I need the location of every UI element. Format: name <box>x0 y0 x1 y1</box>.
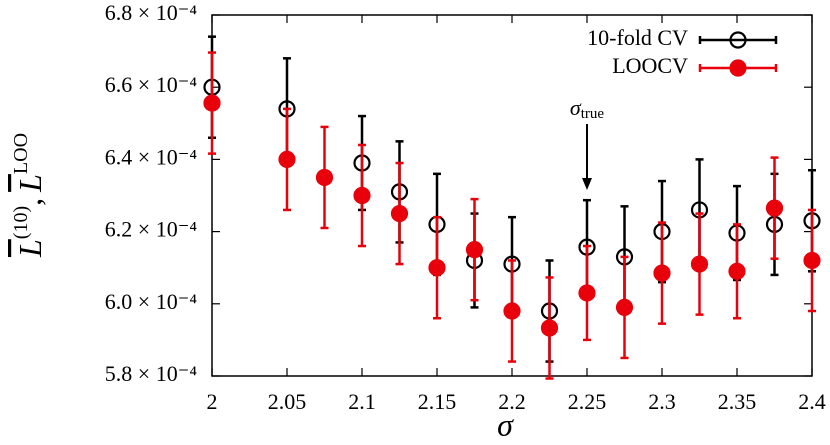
marker <box>690 255 709 273</box>
legend-sample <box>698 36 778 44</box>
marker <box>578 284 596 302</box>
marker <box>765 199 784 217</box>
annotation-arrowhead <box>582 178 592 190</box>
x-tick-label: 2.05 <box>268 389 307 414</box>
annotation: σtrue <box>570 95 605 122</box>
x-tick-label: 2.35 <box>718 389 757 414</box>
marker <box>729 59 747 77</box>
x-tick-label: 2 <box>207 389 218 414</box>
y-tick-label: 6.0 × 10⁻⁴ <box>105 289 198 314</box>
marker <box>203 94 221 112</box>
y-label-sep: , <box>12 198 48 206</box>
annotation-symbol: σ <box>570 95 582 120</box>
marker <box>803 251 821 270</box>
marker <box>465 241 484 259</box>
y-label-sup: LOO <box>10 133 32 174</box>
x-tick-label: 2.15 <box>418 389 457 414</box>
legend-label: LOOCV <box>612 53 688 78</box>
annotation-sub: true <box>581 106 605 122</box>
marker <box>353 186 371 205</box>
y-label-part: L <box>12 174 48 193</box>
y-label-part: L <box>12 239 48 258</box>
x-tick-label: 2.2 <box>498 389 526 414</box>
y-tick-label: 6.2 × 10⁻⁴ <box>105 217 198 242</box>
marker <box>653 264 671 282</box>
marker <box>278 150 296 168</box>
y-tick-label: 6.8 × 10⁻⁴ <box>105 0 198 25</box>
y-tick-label: 6.6 × 10⁻⁴ <box>105 72 198 97</box>
marker <box>390 204 409 223</box>
y-tick-label: 6.4 × 10⁻⁴ <box>105 144 198 169</box>
marker <box>503 302 521 320</box>
marker <box>428 259 446 277</box>
legend-label: 10-fold CV <box>587 25 688 50</box>
x-tick-label: 2.25 <box>568 389 607 414</box>
y-label-sup: (10) <box>10 206 32 239</box>
y-tick-label: 5.8 × 10⁻⁴ <box>105 361 198 386</box>
y-axis-label: L(10),LLOO <box>10 133 49 258</box>
x-tick-label: 2.3 <box>648 389 676 414</box>
marker <box>315 168 334 187</box>
marker <box>540 319 559 337</box>
x-tick-label: 2.4 <box>798 389 826 414</box>
marker <box>729 31 747 49</box>
marker <box>728 262 746 280</box>
x-tick-label: 2.1 <box>348 389 376 414</box>
series <box>203 51 821 380</box>
marker <box>615 298 634 317</box>
x-axis-label: σ <box>497 406 514 442</box>
